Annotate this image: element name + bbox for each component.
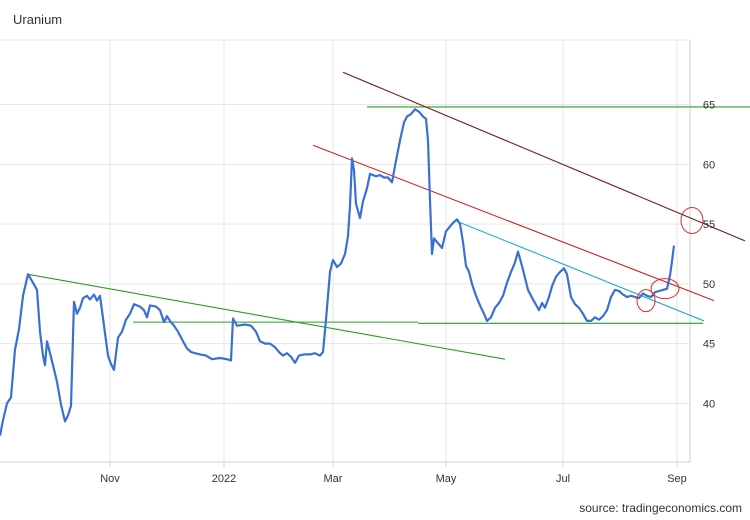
y-tick-label: 55 [703, 219, 715, 231]
trend-line-7 [454, 220, 705, 322]
annotation-circle-2 [650, 278, 680, 300]
trend-line-1 [27, 273, 506, 360]
annotation-circle-3 [636, 289, 656, 313]
y-tick-label: 40 [703, 398, 715, 410]
y-tick-label: 60 [703, 159, 715, 171]
y-axis: 40 45 50 55 60 65 [703, 100, 715, 411]
y-tick-label: 45 [703, 339, 715, 351]
x-tick-label: Mar [324, 473, 343, 485]
y-tick-label: 50 [703, 279, 715, 291]
x-tick-label: May [436, 473, 457, 485]
chart-title: Uranium [13, 12, 63, 27]
x-tick-label: Nov [100, 473, 120, 485]
x-tick-label: 2022 [212, 473, 236, 485]
trend-line-6 [342, 71, 746, 242]
x-axis: Nov 2022 Mar May Jul Sep [100, 462, 687, 485]
x-tick-label: Jul [556, 473, 570, 485]
annotation-layer [27, 71, 750, 360]
series-line [0, 108, 676, 436]
annotation-circle-1 [680, 207, 704, 235]
x-tick-label: Sep [667, 473, 687, 485]
annotation-circles [636, 207, 704, 313]
source-note: source: tradingeconomics.com [579, 501, 742, 515]
trend-line-5 [312, 144, 715, 302]
y-tick-label: 65 [703, 100, 715, 112]
grid-lines [0, 39, 691, 463]
